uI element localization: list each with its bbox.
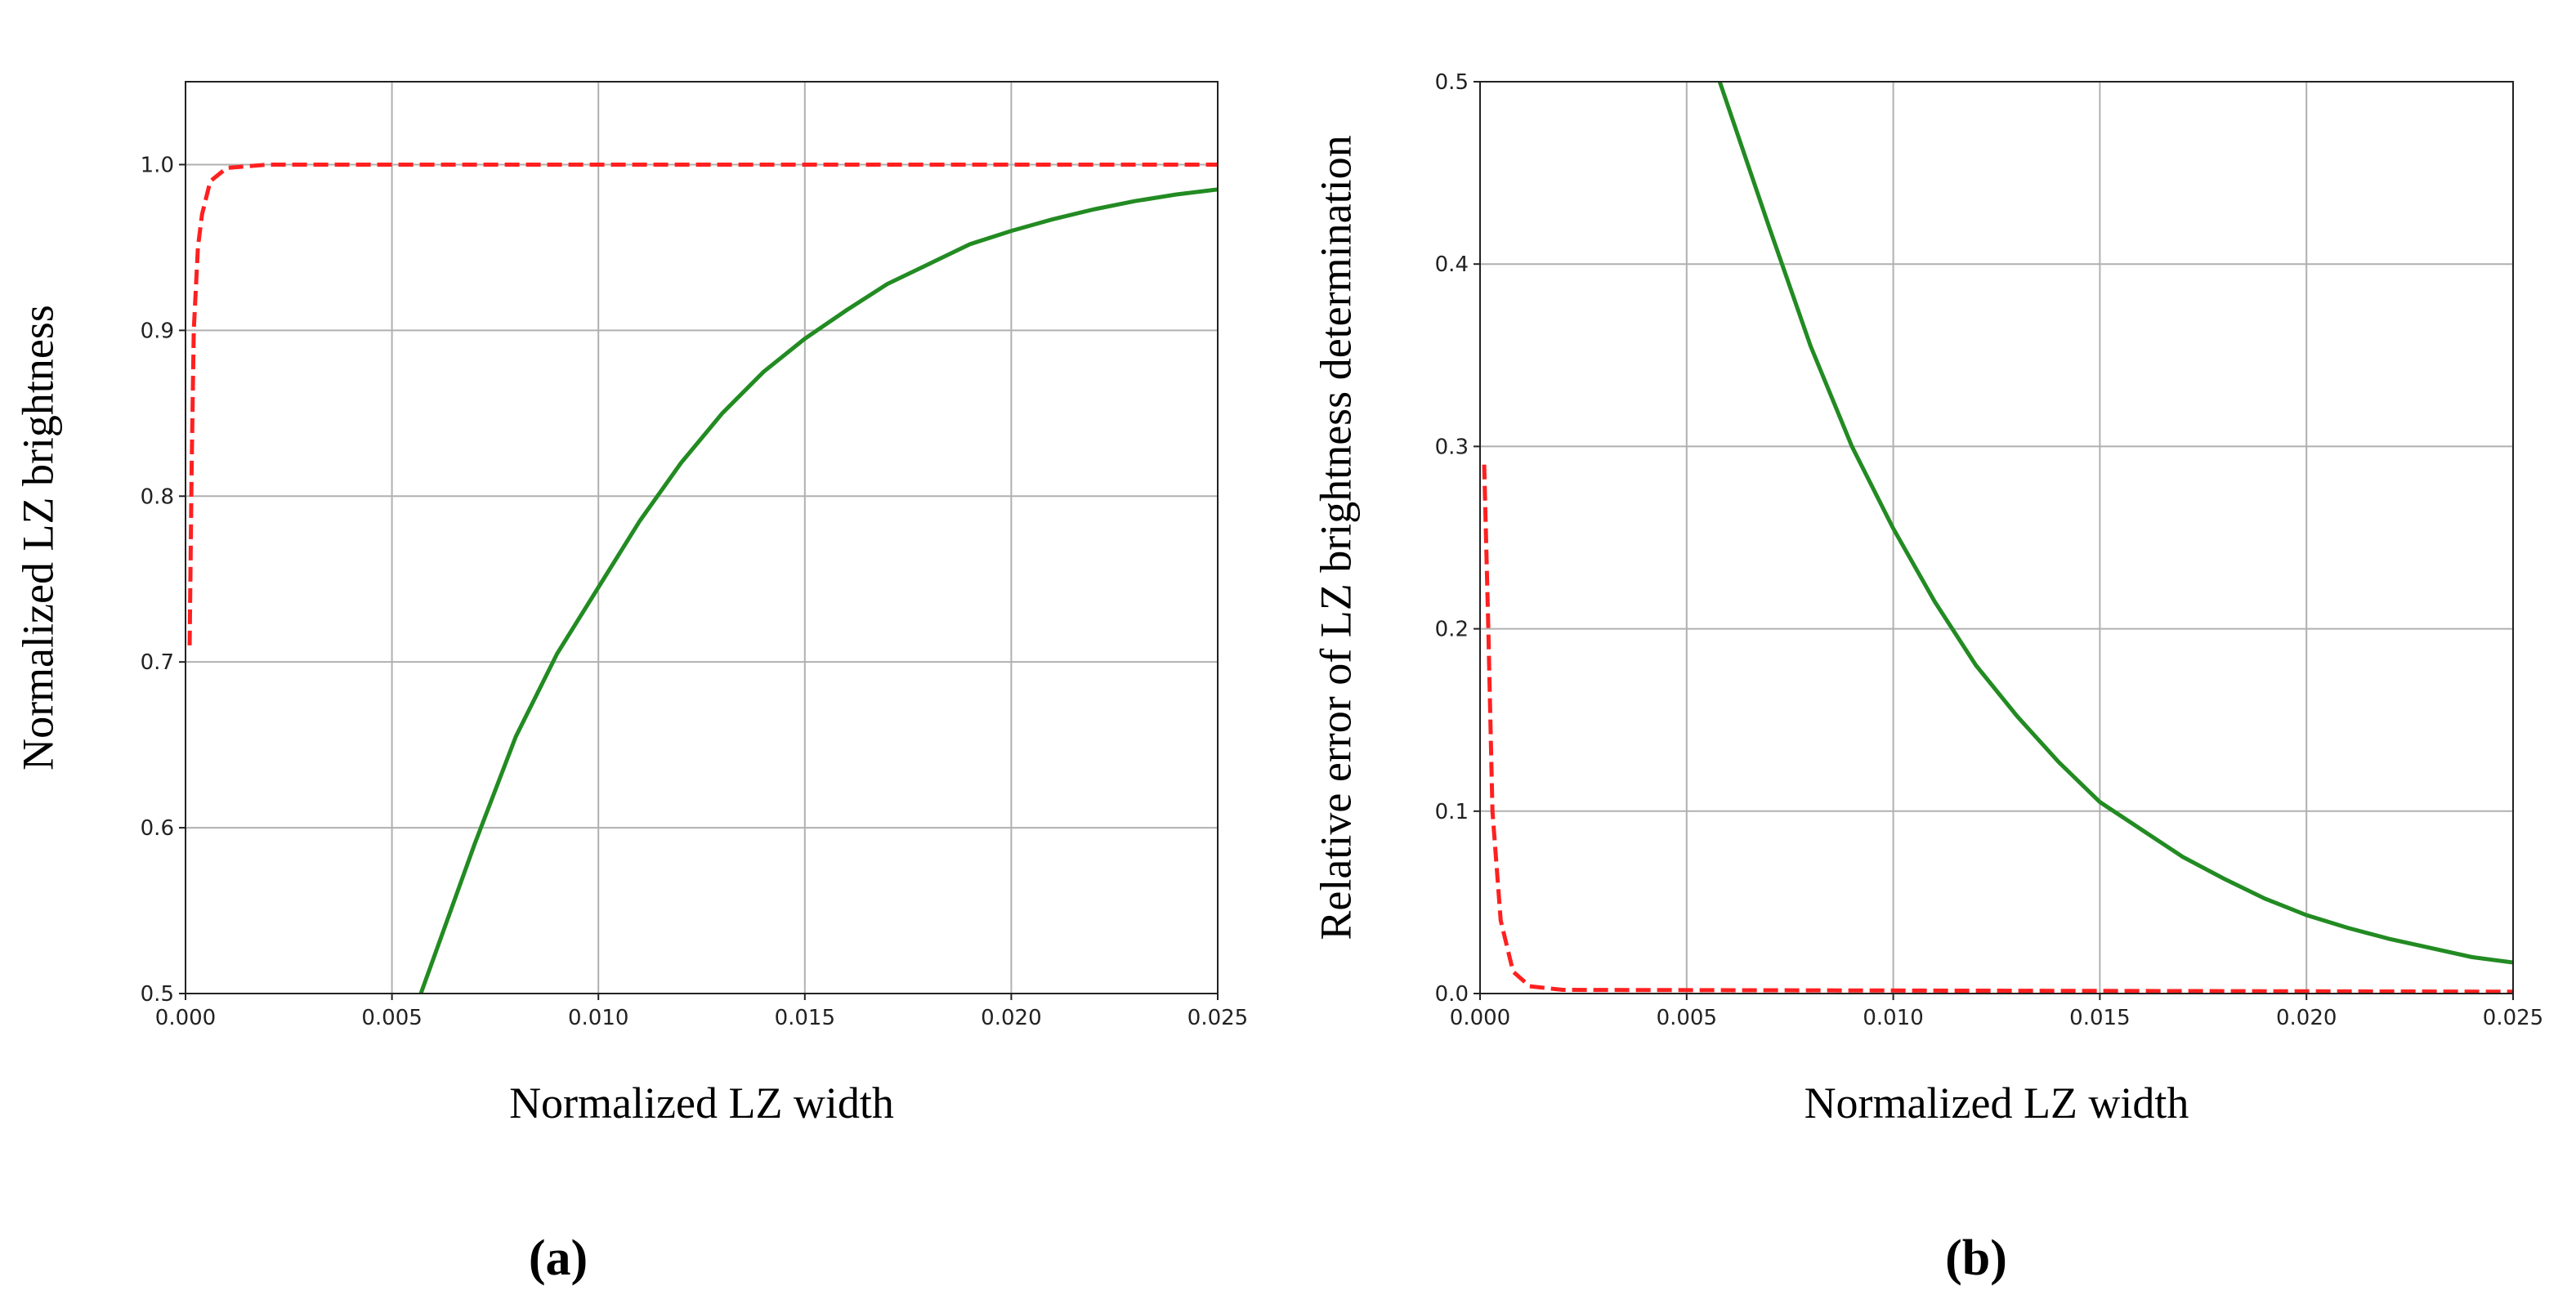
data-line	[1482, 464, 2513, 994]
x-tick-label: 0.015	[2069, 1006, 2130, 1030]
y-tick-label: 0.8	[141, 485, 174, 509]
x-axis-label: Normalized LZ width	[1805, 1079, 2189, 1128]
x-tick-label: 0.020	[981, 1006, 1041, 1030]
y-tick-label: 0.5	[141, 982, 174, 1007]
x-tick-label: 0.020	[2276, 1006, 2337, 1030]
y-tick-label: 0.0	[1435, 982, 1469, 1007]
y-tick-label: 0.3	[1435, 435, 1469, 459]
caption: (a)	[529, 1230, 588, 1286]
x-tick-label: 0.005	[361, 1006, 422, 1030]
x-tick-label: 0.010	[568, 1006, 628, 1030]
x-tick-label: 0.005	[1657, 1006, 1717, 1030]
x-tick-label: 0.010	[1863, 1006, 1923, 1030]
y-tick-label: 0.5	[1435, 70, 1469, 95]
y-axis-label: Normalized LZ brightness	[13, 305, 62, 770]
y-tick-label: 1.0	[141, 153, 174, 177]
x-axis-label: Normalized LZ width	[509, 1079, 894, 1128]
x-tick-label: 0.000	[155, 1006, 216, 1030]
x-tick-label: 0.000	[1450, 1006, 1510, 1030]
plot-frame	[185, 81, 1219, 994]
y-tick-label: 0.2	[1435, 618, 1469, 642]
plot-frame	[1479, 81, 2514, 994]
data-line	[1717, 82, 2513, 965]
x-tick-label: 0.015	[775, 1006, 835, 1030]
y-tick-label: 0.9	[141, 319, 174, 343]
y-tick-label: 0.7	[141, 650, 174, 675]
caption: (b)	[1945, 1230, 2007, 1286]
y-tick-label: 0.6	[141, 816, 174, 841]
x-tick-label: 0.025	[2483, 1006, 2543, 1030]
x-tick-label: 0.025	[1187, 1006, 1248, 1030]
y-tick-label: 0.1	[1435, 800, 1469, 824]
data-line	[418, 187, 1218, 994]
data-line	[187, 162, 1218, 645]
y-axis-label: Relative error of LZ brightness determin…	[1311, 135, 1360, 940]
y-tick-label: 0.4	[1435, 252, 1469, 277]
